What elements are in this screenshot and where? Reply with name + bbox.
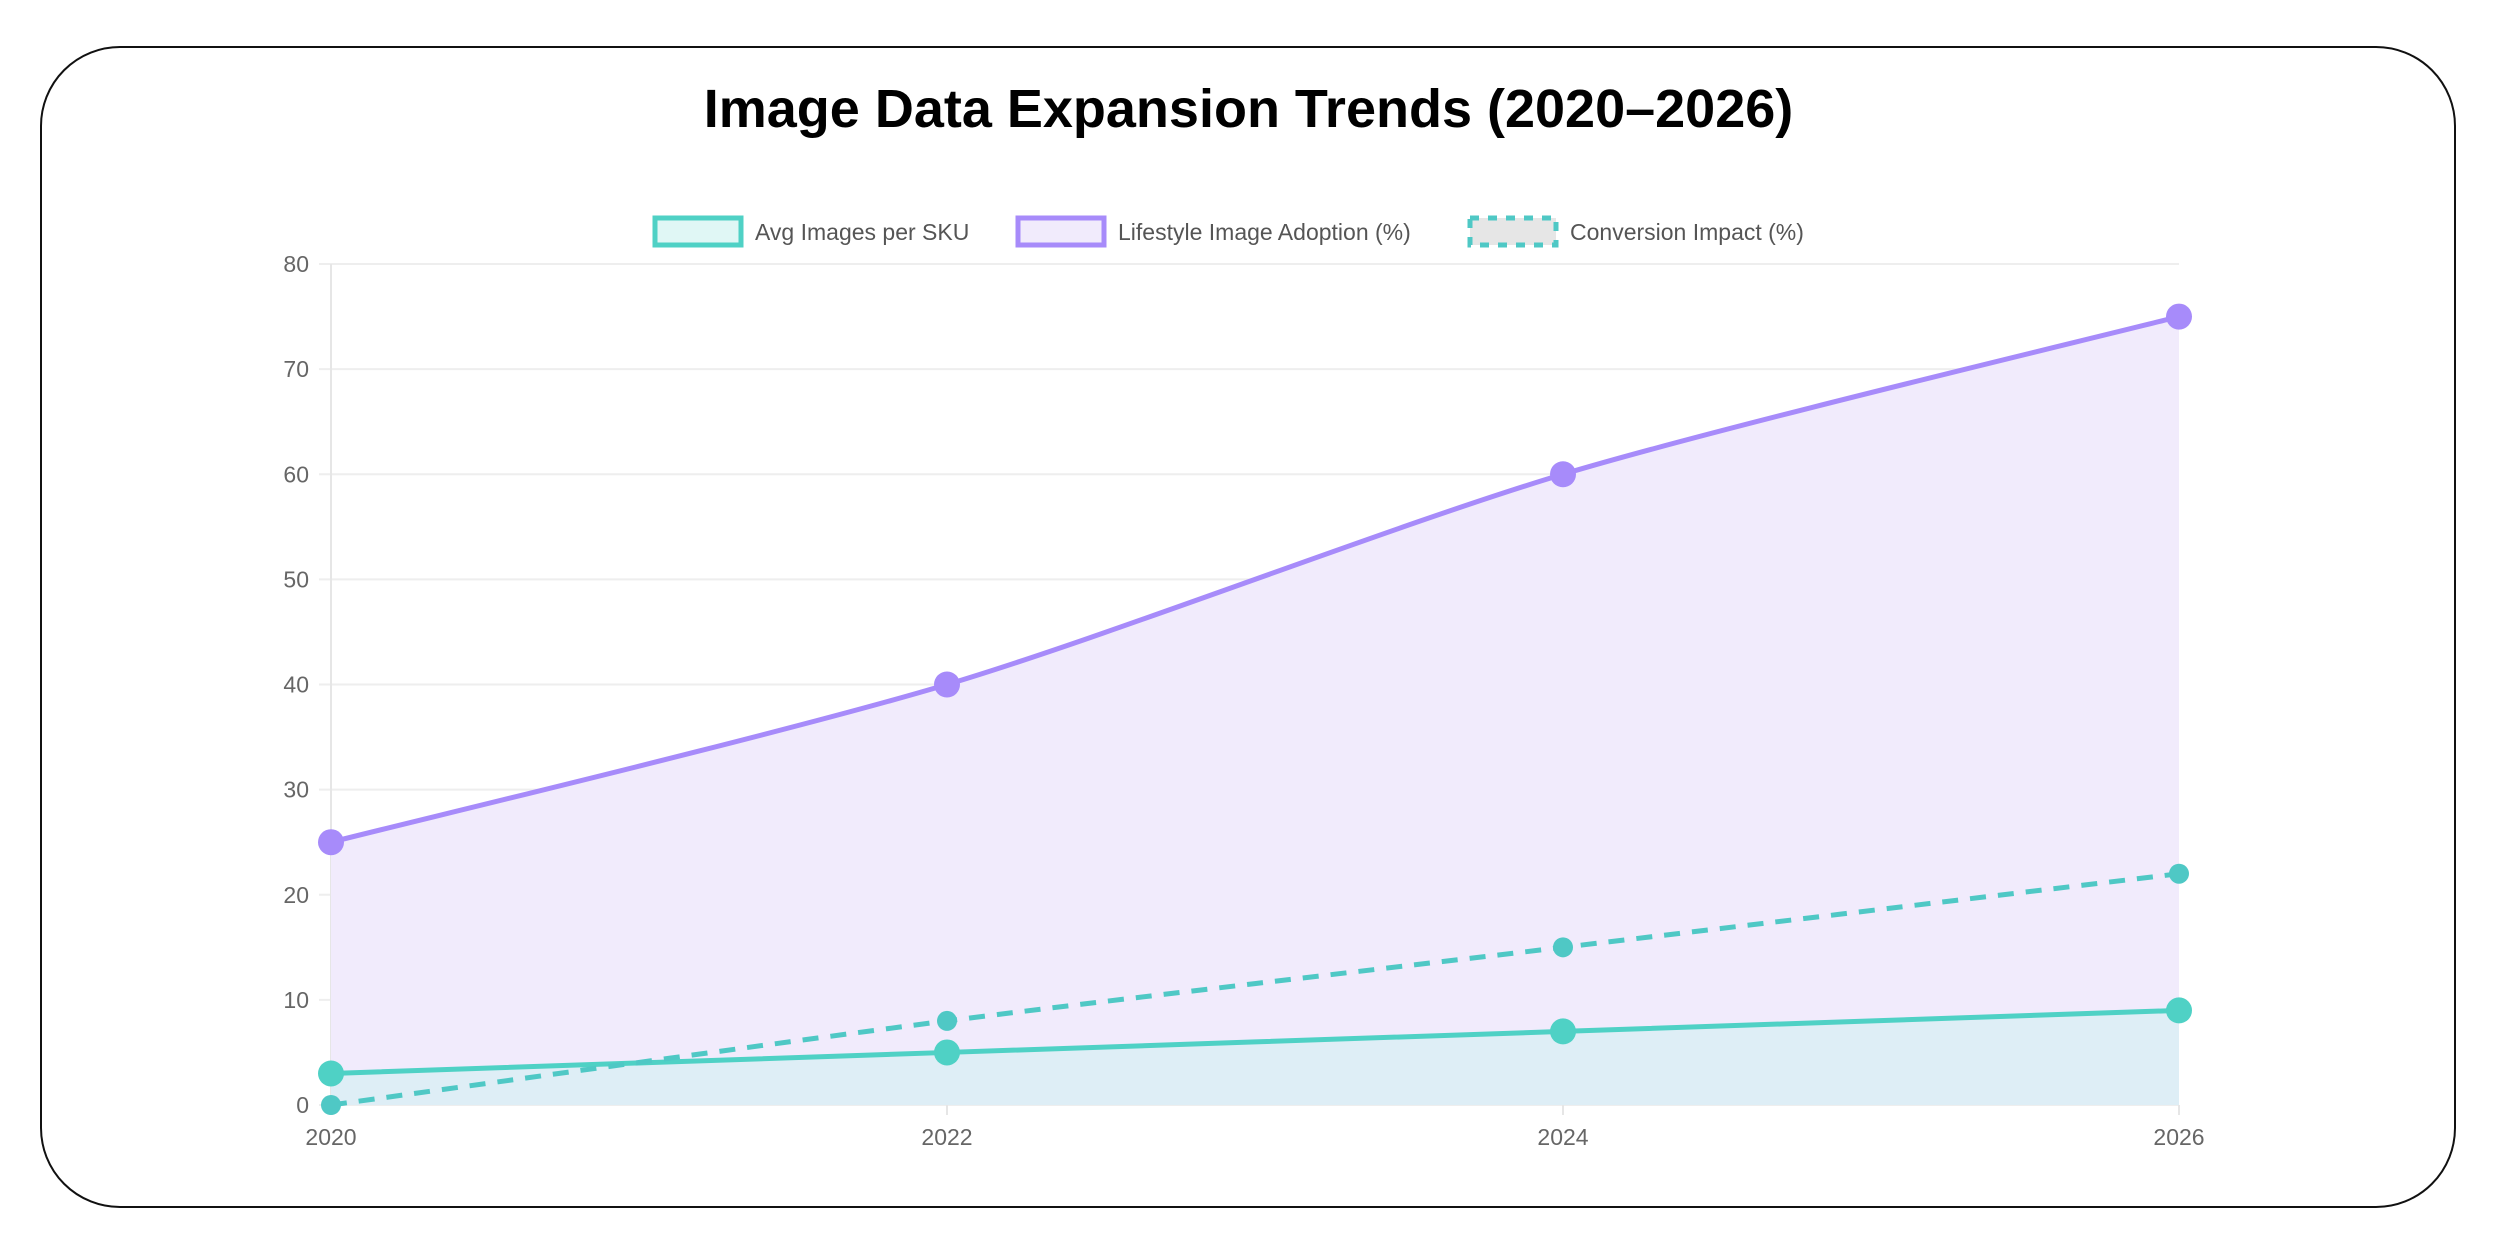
y-tick-label: 10	[283, 987, 309, 1013]
data-point	[2166, 303, 2192, 330]
data-point	[934, 671, 960, 698]
y-tick-label: 0	[296, 1092, 309, 1118]
y-tick-label: 50	[283, 566, 309, 592]
area-fill-1	[331, 316, 2179, 1105]
data-point	[1553, 937, 1573, 958]
data-point	[318, 829, 344, 856]
data-point	[2166, 997, 2192, 1024]
y-tick-label: 40	[283, 672, 309, 698]
y-tick-label: 80	[283, 251, 309, 277]
chart-title: Image Data Expansion Trends (2020–2026)	[703, 79, 1794, 139]
x-tick-label: 2022	[921, 1124, 972, 1150]
data-point	[934, 1039, 960, 1066]
y-tick-label: 20	[283, 882, 309, 908]
x-tick-label: 2024	[1537, 1124, 1588, 1150]
legend-label: Avg Images per SKU	[755, 219, 969, 245]
data-point	[321, 1095, 341, 1115]
data-point	[1550, 1018, 1576, 1045]
series-line-1	[330, 314, 2180, 845]
chart-card	[40, 46, 2456, 1208]
legend-swatch	[1015, 215, 1107, 248]
area-fill-0	[331, 1010, 2179, 1105]
legend-label: Lifestyle Image Adoption (%)	[1118, 219, 1411, 245]
legend-label: Conversion Impact (%)	[1570, 219, 1804, 245]
series-line-2	[330, 871, 2180, 1108]
data-point	[1550, 461, 1576, 488]
y-tick-label: 30	[283, 777, 309, 803]
data-point	[937, 1010, 957, 1031]
y-tick-label: 70	[283, 356, 309, 382]
legend-swatch	[1467, 215, 1559, 248]
legend-swatch	[652, 215, 744, 248]
x-tick-label: 2026	[2153, 1124, 2204, 1150]
data-point	[2169, 863, 2189, 884]
data-point	[318, 1060, 344, 1087]
x-tick-label: 2020	[305, 1124, 356, 1150]
y-tick-label: 60	[283, 461, 309, 487]
series-line-0	[330, 1007, 2180, 1076]
